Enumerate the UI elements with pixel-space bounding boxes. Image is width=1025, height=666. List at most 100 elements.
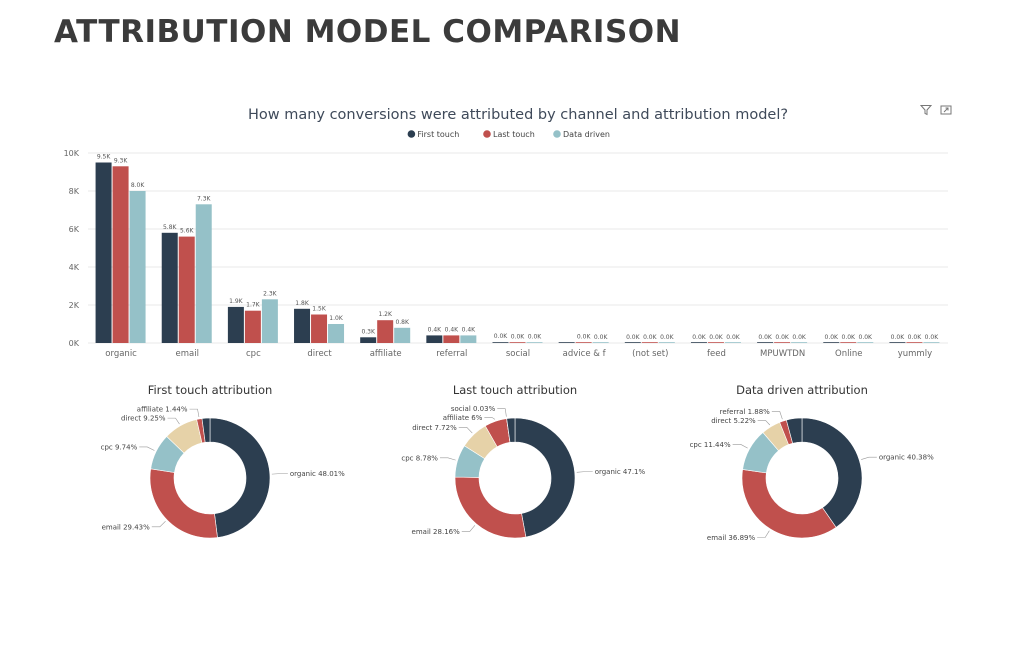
bar-not-set-data-driven <box>658 342 675 343</box>
data-label: 0.0K <box>825 334 840 341</box>
bar-not-set-last-touch <box>641 342 658 343</box>
bar-social-last-touch <box>509 342 526 343</box>
slice-label: organic 48.01% <box>290 470 345 478</box>
focus-mode-icon[interactable] <box>940 104 952 116</box>
data-label: 5.8K <box>163 224 178 231</box>
x-tick-label-yummly: yummly <box>898 349 932 359</box>
slice-label: organic 40.38% <box>879 454 934 462</box>
data-label: 0.0K <box>758 334 773 341</box>
data-label: 0.0K <box>577 334 592 341</box>
slice-label: email 28.16% <box>412 528 461 536</box>
legend-label-last-touch: Last touch <box>493 130 535 139</box>
conversions-bar-chart: How many conversions were attributed by … <box>64 107 948 359</box>
bar-advice-f-last-touch <box>575 342 592 343</box>
bar-organic-data-driven <box>129 191 146 343</box>
slice-label: email 36.89% <box>707 534 756 542</box>
slice-label: email 29.43% <box>102 523 151 531</box>
bar-cpc-last-touch <box>244 310 261 343</box>
leader-line <box>167 417 180 425</box>
data-driven-donut-panel: Data driven attribution organic 40.38% ema… <box>667 378 937 558</box>
bar-email-data-driven <box>195 204 212 343</box>
bar-yummly-data-driven <box>923 342 940 343</box>
bar-feed-data-driven <box>724 342 741 343</box>
slice-label: organic 47.1% <box>595 468 646 476</box>
bar-online-first-touch <box>823 342 840 343</box>
x-tick-label-email: email <box>176 349 199 359</box>
bar-feed-last-touch <box>707 342 724 343</box>
bar-cpc-data-driven <box>261 299 278 343</box>
legend-marker-data-driven <box>553 130 561 138</box>
bar-yummly-last-touch <box>906 342 923 343</box>
data-label: 0.0K <box>511 333 526 340</box>
bar-affiliate-first-touch <box>360 337 377 343</box>
x-tick-label-online: Online <box>835 349 862 359</box>
leader-line <box>458 426 473 434</box>
x-tick-label-affiliate: affiliate <box>370 349 402 359</box>
slice-label: cpc 11.44% <box>690 441 731 449</box>
leader-line <box>139 446 155 451</box>
leader-line <box>757 530 770 538</box>
bar-feed-first-touch <box>690 342 707 343</box>
x-tick-label-referral: referral <box>436 349 467 359</box>
data-label: 0.0K <box>660 334 675 341</box>
bar-organic-first-touch <box>95 162 112 343</box>
data-label: 0.3K <box>361 328 376 335</box>
bar-email-first-touch <box>161 232 178 343</box>
x-tick-label-mpuwtdn: MPUWTDN <box>760 349 805 359</box>
legend-label-first-touch: First touch <box>417 130 459 139</box>
leader-line <box>771 411 783 420</box>
data-label: 7.3K <box>197 195 212 202</box>
x-tick-label-feed: feed <box>707 349 726 359</box>
slice-organic <box>514 417 576 538</box>
data-label: 0.0K <box>891 334 906 341</box>
y-tick-label: 8K <box>69 187 80 196</box>
data-label: 9.3K <box>114 157 129 164</box>
donut-title: First touch attribution <box>148 383 273 397</box>
data-label: 0.4K <box>445 326 460 333</box>
legend-marker-last-touch <box>483 130 491 138</box>
slice-other <box>506 417 516 443</box>
x-tick-label-organic: organic <box>105 349 137 359</box>
y-tick-label: 2K <box>69 301 80 310</box>
data-label: 0.4K <box>462 326 477 333</box>
slice-label: referral 1.88% <box>720 408 770 416</box>
slice-email <box>454 476 527 539</box>
bar-direct-first-touch <box>294 308 311 343</box>
data-label: 0.8K <box>395 319 410 326</box>
bar-advice-f-data-driven <box>592 342 609 343</box>
data-label: 0.0K <box>626 334 641 341</box>
bar-referral-data-driven <box>460 335 477 343</box>
data-label: 1.8K <box>295 300 310 307</box>
bar-mpuwtdn-last-touch <box>774 342 791 343</box>
bar-social-data-driven <box>526 342 543 343</box>
leader-line <box>757 420 771 426</box>
filter-icon[interactable] <box>920 104 932 116</box>
slice-other <box>786 417 803 444</box>
data-label: 9.5K <box>97 154 112 161</box>
leader-line <box>189 408 200 418</box>
leader-line <box>497 408 507 417</box>
data-label: 0.0K <box>692 334 707 341</box>
donut-chart-data-driven-attribution: Data driven attribution organic 40.38% ema… <box>690 383 935 542</box>
bar-affiliate-last-touch <box>377 320 394 343</box>
data-label: 0.0K <box>925 334 940 341</box>
data-label: 1.0K <box>329 315 344 322</box>
legend-label-data-driven: Data driven <box>563 130 610 139</box>
y-tick-label: 6K <box>69 225 80 234</box>
data-label: 1.2K <box>378 311 393 318</box>
data-label: 0.0K <box>709 334 724 341</box>
bar-yummly-first-touch <box>889 342 906 343</box>
slice-label: direct 7.72% <box>412 424 457 432</box>
data-label: 0.0K <box>842 334 857 341</box>
data-label: 0.0K <box>775 334 790 341</box>
bar-affiliate-data-driven <box>394 327 411 343</box>
y-tick-label: 10K <box>64 149 80 158</box>
last-touch-donut-panel: Last touch attribution organic 47.1% email… <box>380 378 650 558</box>
bar-referral-last-touch <box>443 335 460 343</box>
slice-other <box>201 417 211 443</box>
bar-online-last-touch <box>840 342 857 343</box>
bar-organic-last-touch <box>112 166 129 343</box>
slice-organic <box>801 417 863 528</box>
data-label: 0.0K <box>908 334 923 341</box>
slice-label: social 0.03% <box>451 405 496 413</box>
